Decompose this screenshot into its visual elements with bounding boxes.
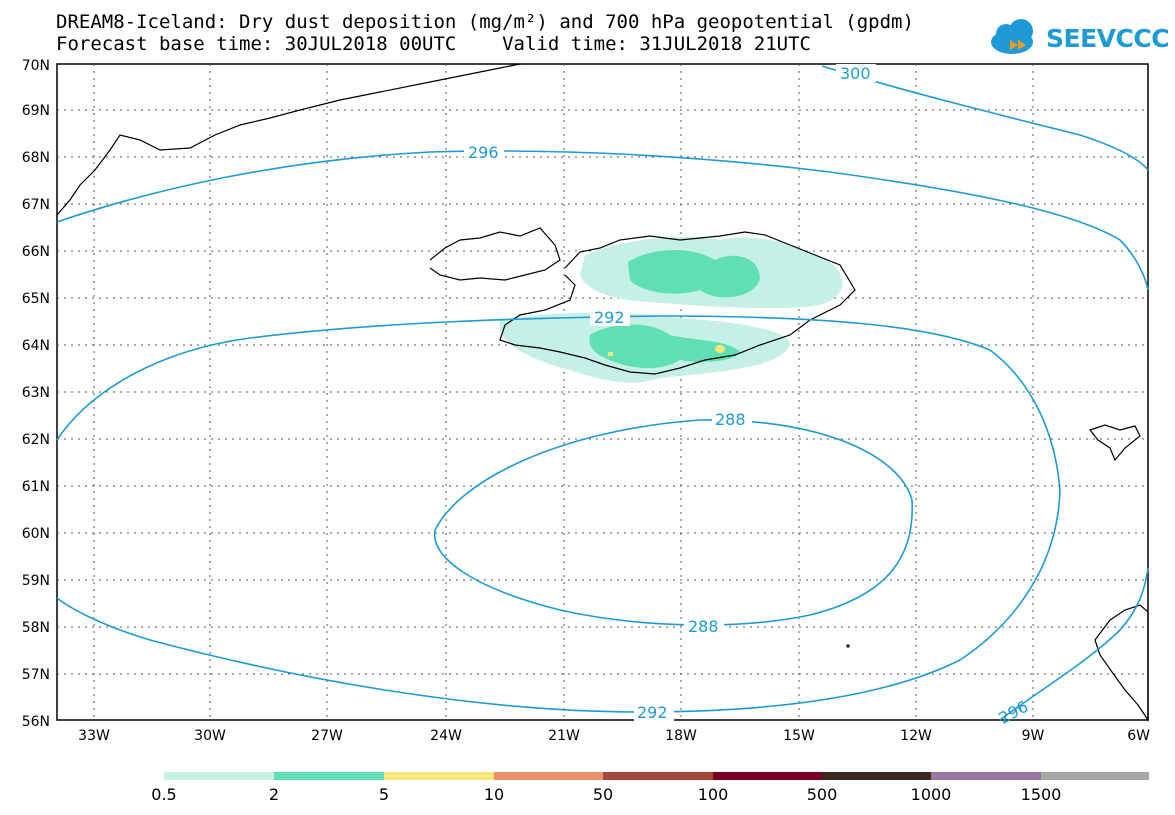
lon-label: 9W [1022,728,1045,744]
legend-swatch [1041,772,1149,780]
lat-label: 63N [22,385,50,401]
legend-swatch [822,772,931,780]
lon-label: 15W [783,728,815,744]
lat-label: 68N [22,150,50,166]
legend-swatch [603,772,713,780]
lon-label: 33W [78,728,110,744]
legend-label: 500 [806,785,838,804]
coastlines [56,63,1149,722]
latitude-labels: 56N 57N 58N 59N 60N 61N 62N 63N 64N 65N … [22,58,50,730]
lat-label: 64N [22,338,50,354]
cloud-icon [991,19,1033,54]
lon-label: 12W [900,728,932,744]
legend-label: 100 [697,785,729,804]
legend-label: 10 [483,785,505,804]
contour-296-south [999,567,1149,721]
lat-label: 57N [22,667,50,683]
longitude-labels: 33W 30W 27W 24W 21W 18W 15W 12W 9W 6W [78,728,1150,744]
logo-text: SEEVCCC [1046,24,1170,53]
legend-label: 2 [268,785,280,804]
geopotential-contours [56,65,1149,721]
map-title: DREAM8-Iceland: Dry dust deposition (mg/… [56,11,914,33]
legend-label: 1000 [910,785,952,804]
legend-swatch [274,772,384,780]
lat-label: 56N [22,714,50,730]
legend-swatch [494,772,603,780]
contour-label-292-south: 292 [637,703,668,722]
lat-label: 62N [22,432,50,448]
lon-label: 30W [194,728,226,744]
lon-label: 24W [430,728,462,744]
legend-label: 0.5 [151,785,177,804]
contour-label-296: 296 [468,143,499,162]
lon-label: 18W [665,728,697,744]
legend-swatch [931,772,1041,780]
legend-label: 5 [378,785,390,804]
contour-296-north [56,150,1149,291]
legend-swatch [164,772,274,780]
map-subtitle: Forecast base time: 30JUL2018 00UTC Vali… [56,33,811,55]
lat-label: 65N [22,291,50,307]
legend-label: 1500 [1020,785,1062,804]
lon-label: 21W [548,728,580,744]
legend-swatch [384,772,494,780]
lat-label: 67N [22,197,50,213]
lat-label: 66N [22,244,50,260]
legend-swatch [713,772,822,780]
contour-300 [821,65,1149,171]
contour-label-288-south: 288 [688,617,719,636]
contour-label-292: 292 [594,308,625,327]
lat-label: 61N [22,479,50,495]
lon-label: 27W [311,728,343,744]
contour-label-288-north: 288 [715,410,746,429]
contour-labels: 300 296 292 288 288 292 296 [464,64,1031,728]
lat-label: 60N [22,526,50,542]
lat-label: 70N [22,58,50,74]
dust-deposition-field [500,236,843,383]
lat-label: 69N [22,103,50,119]
legend-label: 50 [592,785,614,804]
seevccc-logo: SEEVCCC [988,18,1170,60]
lat-label: 58N [22,620,50,636]
contour-label-300: 300 [840,64,871,83]
contour-292 [56,315,1061,713]
lon-label: 6W [1127,728,1150,744]
lat-label: 59N [22,573,50,589]
contour-288 [433,419,914,626]
map-frame [56,63,1149,721]
